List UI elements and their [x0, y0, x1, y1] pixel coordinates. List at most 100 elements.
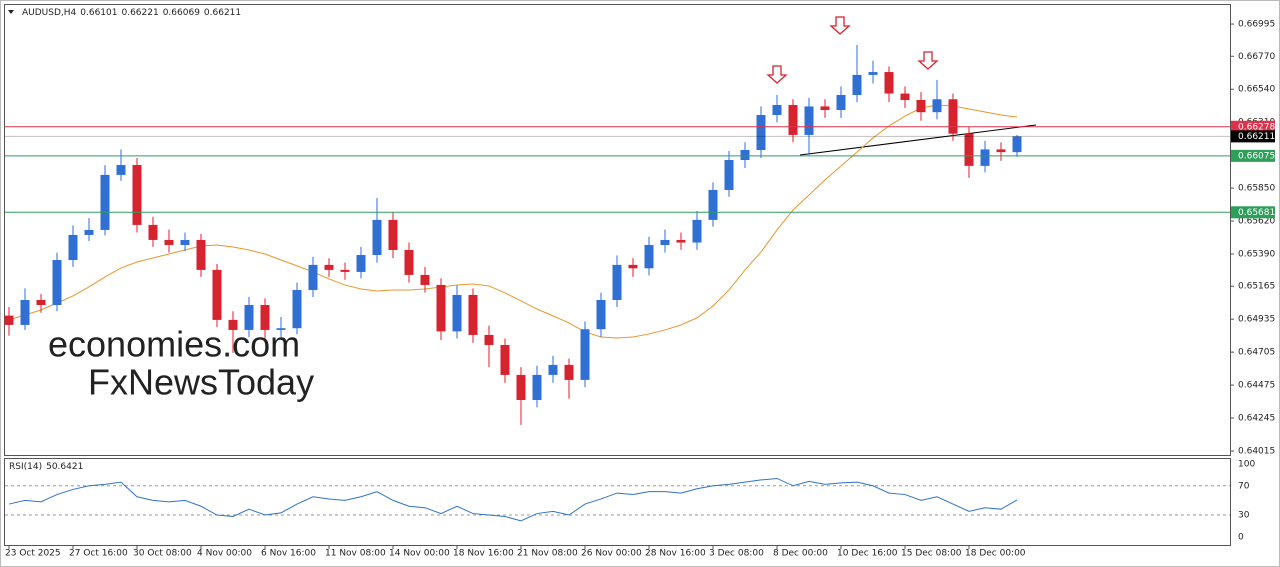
y-tick-label: 0.64475: [1238, 381, 1275, 391]
candle-body: [68, 234, 78, 261]
price-panel: [4, 4, 1231, 456]
candle-body: [932, 99, 942, 113]
rsi-tick-label: 30: [1238, 511, 1250, 521]
rsi-value: 50.6421: [46, 462, 83, 472]
candle-body: [596, 299, 606, 330]
x-tick-label: 8 Dec 00:00: [773, 549, 828, 559]
candle-body: [580, 329, 590, 380]
candle-body: [708, 189, 718, 220]
candle-body: [340, 269, 350, 272]
candle-body: [500, 344, 510, 375]
menu-triangle[interactable]: [8, 10, 14, 14]
rsi-line: [8, 477, 1018, 522]
level-label-box: [1231, 130, 1275, 143]
candle-body: [852, 74, 862, 95]
x-tick-label: 26 Nov 00:00: [581, 549, 642, 559]
y-tick-label: 0.65850: [1238, 184, 1275, 194]
x-tick-label: 4 Nov 00:00: [197, 549, 252, 559]
x-tick-label: 28 Nov 16:00: [645, 549, 706, 559]
candle-body: [196, 239, 206, 270]
candle-body: [324, 264, 334, 270]
candle-body: [692, 219, 702, 243]
candle-body: [404, 249, 414, 275]
candle-body: [724, 160, 734, 190]
candle-body: [884, 72, 894, 94]
x-tick-label: 30 Oct 08:00: [133, 549, 192, 559]
moving-average: [8, 104, 1018, 339]
candle-body: [276, 328, 286, 330]
x-tick-label: 15 Dec 08:00: [901, 549, 962, 559]
y-tick-label: 0.65165: [1238, 282, 1275, 292]
level-label: 0.66211: [1238, 132, 1275, 142]
candle-body: [484, 334, 494, 345]
x-tick-label: 27 Oct 16:00: [69, 549, 128, 559]
level-label: 0.66278: [1238, 122, 1275, 132]
candle-body: [868, 72, 878, 75]
candle-body: [756, 115, 766, 150]
candle-body: [356, 255, 366, 272]
header-item: AUDUSD,H4: [22, 8, 77, 18]
candle-body: [452, 294, 462, 332]
candle-body: [628, 264, 638, 269]
candle-body: [260, 305, 270, 330]
rsi-tick-label: 70: [1238, 481, 1250, 491]
candle-body: [372, 219, 382, 255]
rsi-name: RSI(14): [9, 462, 42, 472]
candle-body: [420, 274, 430, 285]
candle-body: [836, 94, 846, 111]
candle-body: [388, 219, 398, 250]
arrows: [766, 16, 939, 84]
x-tick-label: 14 Nov 00:00: [389, 549, 450, 559]
candle-body: [20, 299, 30, 325]
level-label: 0.65681: [1238, 208, 1275, 218]
candle-body: [772, 105, 782, 116]
candle-body: [980, 149, 990, 166]
candle-body: [820, 106, 830, 111]
header-item: 0.66221: [121, 8, 158, 18]
candle-body: [916, 99, 926, 113]
candle-body: [436, 284, 446, 332]
candle-body: [532, 374, 542, 400]
y-tick-label: 0.66540: [1238, 85, 1275, 95]
watermark-2: FxNewsToday: [88, 362, 314, 403]
candle-body: [52, 260, 62, 305]
candle-body: [964, 133, 974, 166]
header: AUDUSD,H4 0.66101 0.66221 0.66069 0.66211: [22, 8, 241, 18]
level-label-box: [1231, 206, 1275, 219]
candle-body: [612, 264, 622, 300]
candle-body: [100, 174, 110, 230]
candle-body: [84, 229, 94, 235]
x-tick-label: 18 Dec 00:00: [965, 549, 1026, 559]
y-tick-label: 0.64015: [1238, 446, 1275, 456]
level-label-box: [1231, 149, 1275, 162]
candle-body: [788, 105, 798, 135]
x-tick-label: 11 Nov 08:00: [325, 549, 386, 559]
candle-body: [36, 299, 46, 305]
candle-body: [564, 364, 574, 380]
level-label-box: [1231, 120, 1275, 133]
candle-body: [660, 239, 670, 245]
candle-body: [132, 165, 142, 225]
candle-body: [148, 224, 158, 240]
candle-body: [1012, 136, 1022, 153]
y-tick-label: 0.66995: [1238, 20, 1275, 30]
candle-body: [804, 106, 814, 135]
header-item: 0.66069: [163, 8, 200, 18]
candle-body: [116, 165, 126, 175]
header-item: 0.66211: [204, 8, 241, 18]
candle-body: [676, 239, 686, 243]
candle-body: [212, 269, 222, 320]
candle-body: [644, 244, 654, 269]
x-tick-label: 6 Nov 16:00: [261, 549, 316, 559]
candle-body: [4, 315, 14, 325]
x-tick-label: 21 Nov 08:00: [517, 549, 578, 559]
candle-body: [180, 239, 190, 245]
y-tick-label: 0.65390: [1238, 249, 1275, 259]
header-item: 0.66101: [80, 8, 117, 18]
candle-body: [548, 364, 558, 375]
rsi-label: RSI(14) 50.6421: [9, 462, 83, 472]
y-tick-label: 0.64705: [1238, 348, 1275, 358]
rsi-panel: [4, 458, 1231, 546]
